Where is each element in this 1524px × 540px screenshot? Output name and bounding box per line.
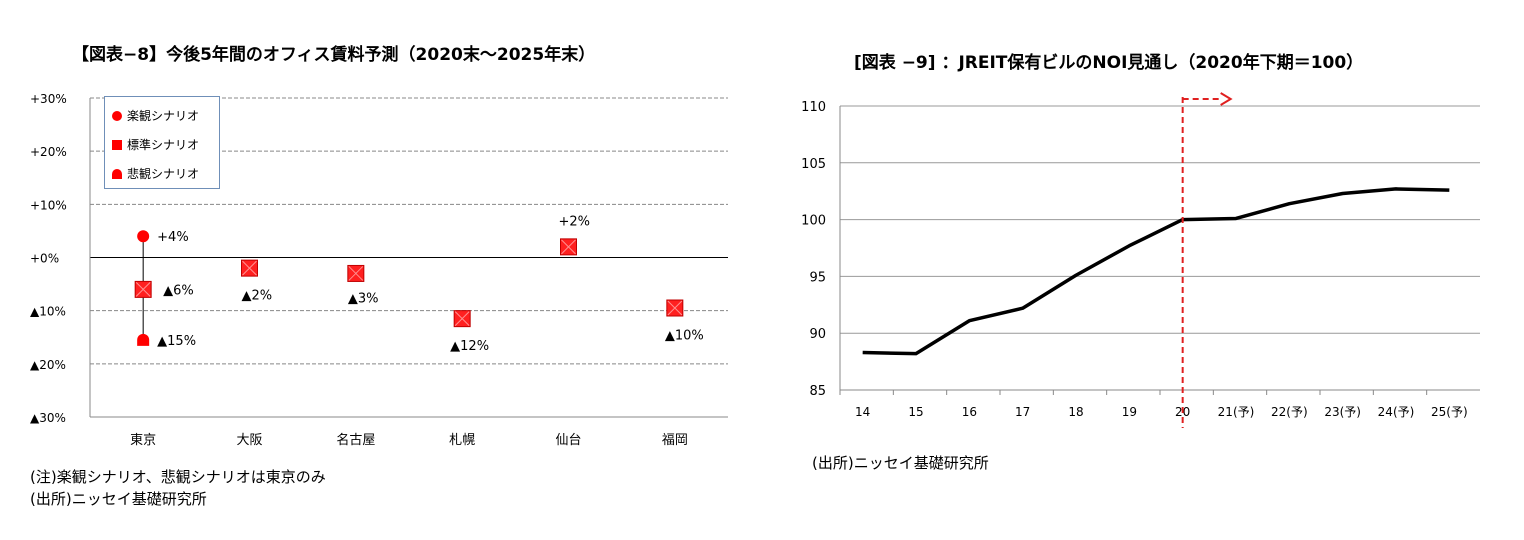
left-note-2: (出所)ニッセイ基礎研究所	[30, 490, 207, 508]
optimistic-point	[137, 230, 150, 243]
x-category-label: 16	[962, 405, 977, 419]
data-label: ▲3%	[348, 291, 379, 306]
x-category-label: 22(予)	[1271, 405, 1308, 419]
y-tick-label: 85	[809, 384, 826, 399]
forecast-arrow-head	[1220, 92, 1233, 106]
legend-item-pessimistic: 悲観シナリオ	[111, 165, 199, 182]
noi-series-line	[862, 187, 1450, 356]
y-tick-label: 100	[801, 214, 826, 229]
data-label: ▲10%	[665, 329, 704, 344]
left-chart-title: 【図表−8】今後5年間のオフィス賃料予測（2020末〜2025年末）	[72, 45, 596, 65]
office-rent-forecast-panel: 【図表−8】今後5年間のオフィス賃料予測（2020末〜2025年末） +30% +…	[0, 0, 760, 540]
y-tick-label: 110	[801, 100, 826, 115]
y-tick-label: 95	[809, 270, 826, 285]
y-tick-label: +20%	[30, 145, 67, 159]
standard-point-cross	[561, 239, 576, 255]
left-chart-svg: +30% +20% +10% +0% ▲10% ▲20% ▲30% 東京 大阪 名古屋 札幌 仙台 福岡…	[30, 92, 728, 448]
right-chart-title: [図表 −9] ：JREIT保有ビルのNOI見通し（2020年下期＝100）	[854, 53, 1364, 73]
x-category-label: 21(予)	[1218, 405, 1255, 419]
y-tick-label: ▲30%	[30, 411, 66, 425]
x-category-label: 14	[855, 405, 870, 419]
left-note-1: (注)楽観シナリオ、悲観シナリオは東京のみ	[30, 468, 326, 486]
legend-label-optimistic: 楽観シナリオ	[127, 109, 200, 123]
legend-label-standard: 標準シナリオ	[127, 138, 200, 152]
standard-point-cross	[242, 260, 257, 276]
x-category-label: 23(予)	[1324, 405, 1361, 419]
x-category-label: 仙台	[555, 433, 581, 448]
data-label: +2%	[559, 214, 591, 229]
y-tick-label: +0%	[30, 252, 59, 266]
x-category-label: 25(予)	[1431, 405, 1468, 419]
x-category-label: 東京	[130, 432, 156, 448]
x-category-label: 17	[1015, 405, 1030, 419]
legend-circle-marker	[112, 110, 122, 121]
legend-arch-marker	[112, 168, 122, 179]
noi-outlook-panel: [図表 −9] ：JREIT保有ビルのNOI見通し（2020年下期＝100） 8…	[770, 0, 1524, 540]
data-label: +4%	[157, 230, 189, 245]
right-chart-svg: 8590951001051101415161718192021(予)22(予)2…	[801, 92, 1480, 428]
standard-point-cross	[667, 300, 683, 316]
x-category-label: 19	[1122, 405, 1137, 419]
y-tick-label: +30%	[30, 92, 67, 106]
x-category-label: 18	[1068, 405, 1083, 419]
data-label: ▲6%	[163, 283, 194, 298]
x-category-label: 24(予)	[1378, 405, 1415, 419]
legend-square-marker	[112, 139, 122, 150]
pessimistic-point	[137, 333, 150, 346]
y-tick-label: 105	[801, 157, 826, 172]
x-category-label: 札幌	[449, 432, 475, 448]
y-tick-label: ▲10%	[30, 305, 66, 319]
data-label: ▲2%	[242, 289, 273, 304]
x-category-label: 名古屋	[336, 432, 375, 448]
x-category-label: 福岡	[662, 433, 688, 448]
right-note-1: (出所)ニッセイ基礎研究所	[812, 454, 989, 472]
standard-point-cross	[454, 311, 470, 326]
data-label: ▲15%	[157, 334, 196, 349]
y-tick-label: +10%	[30, 198, 67, 212]
y-tick-label: ▲20%	[30, 358, 66, 372]
standard-point-cross	[348, 266, 364, 281]
standard-point-cross	[135, 282, 151, 297]
data-label: ▲12%	[450, 339, 489, 354]
x-category-label: 大阪	[236, 433, 262, 448]
x-category-label: 15	[908, 405, 923, 419]
left-chart-legend: 楽観シナリオ 標準シナリオ 悲観シナリオ	[104, 96, 220, 189]
legend-label-pessimistic: 悲観シナリオ	[127, 167, 200, 181]
legend-item-standard: 標準シナリオ	[111, 136, 199, 153]
y-tick-label: 90	[809, 327, 826, 342]
legend-item-optimistic: 楽観シナリオ	[111, 107, 199, 124]
